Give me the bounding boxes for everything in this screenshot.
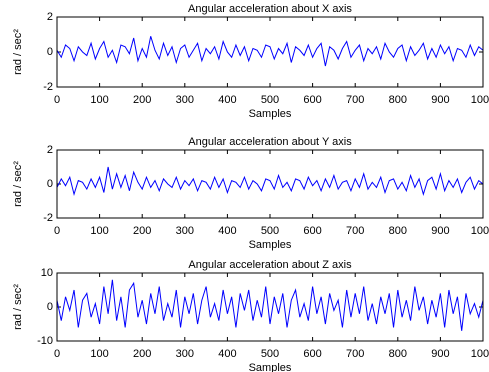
y-axis-label: rad / sec² <box>12 161 24 207</box>
x-tick-label: 800 <box>389 94 407 106</box>
y-axis-label: rad / sec² <box>12 29 24 75</box>
signal-line <box>56 166 484 197</box>
x-tick-label: 400 <box>218 94 236 106</box>
y-tick-label: -10 <box>37 335 53 347</box>
x-tick-label: 800 <box>389 225 407 237</box>
y-tick-label: 2 <box>47 11 53 23</box>
y-tick-label: 0 <box>47 301 53 313</box>
axes-box <box>56 149 484 219</box>
x-tick-label: 0 <box>54 225 60 237</box>
x-tick-label: 700 <box>346 225 364 237</box>
axes-box <box>56 16 484 88</box>
x-tick-label: 400 <box>218 225 236 237</box>
x-tick-label: 100 <box>90 225 108 237</box>
x-tick-label: 100 <box>90 348 108 360</box>
x-tick-label: 300 <box>176 348 194 360</box>
x-axis-label: Samples <box>249 362 292 372</box>
x-tick-label: 1000 <box>471 348 489 360</box>
x-tick-label: 500 <box>261 348 279 360</box>
x-tick-label: 700 <box>346 94 364 106</box>
x-tick-label: 900 <box>431 225 449 237</box>
x-tick-label: 400 <box>218 348 236 360</box>
x-axis-label: Samples <box>249 108 292 120</box>
x-tick-label: 900 <box>431 94 449 106</box>
y-tick-label: 2 <box>47 144 53 156</box>
y-tick-label: 0 <box>47 46 53 58</box>
x-tick-label: 200 <box>133 94 151 106</box>
signal-line <box>56 279 484 331</box>
x-tick-label: 600 <box>303 225 321 237</box>
x-tick-label: 600 <box>303 94 321 106</box>
x-tick-label: 500 <box>261 94 279 106</box>
x-tick-label: 800 <box>389 348 407 360</box>
x-tick-label: 0 <box>54 94 60 106</box>
x-tick-label: 300 <box>176 225 194 237</box>
y-tick-label: 10 <box>41 267 53 279</box>
y-axis-label: rad / sec² <box>12 284 24 330</box>
x-tick-label: 100 <box>90 94 108 106</box>
x-tick-label: 0 <box>54 348 60 360</box>
x-tick-label: 300 <box>176 94 194 106</box>
chart-title: Angular acceleration about Y axis <box>188 136 352 148</box>
chart-title: Angular acceleration about X axis <box>188 3 352 15</box>
x-tick-label: 200 <box>133 225 151 237</box>
x-tick-label: 200 <box>133 348 151 360</box>
axes-box <box>56 272 484 342</box>
y-tick-label: -2 <box>43 212 53 224</box>
x-tick-label: 500 <box>261 225 279 237</box>
x-tick-label: 600 <box>303 348 321 360</box>
y-tick-label: 0 <box>47 178 53 190</box>
x-axis-label: Samples <box>249 239 292 251</box>
chart-title: Angular acceleration about Z axis <box>188 259 352 271</box>
y-tick-label: -2 <box>43 81 53 93</box>
x-tick-label: 900 <box>431 348 449 360</box>
x-tick-label: 1000 <box>471 94 489 106</box>
x-tick-label: 1000 <box>471 225 489 237</box>
x-tick-label: 700 <box>346 348 364 360</box>
signal-line <box>56 36 484 67</box>
